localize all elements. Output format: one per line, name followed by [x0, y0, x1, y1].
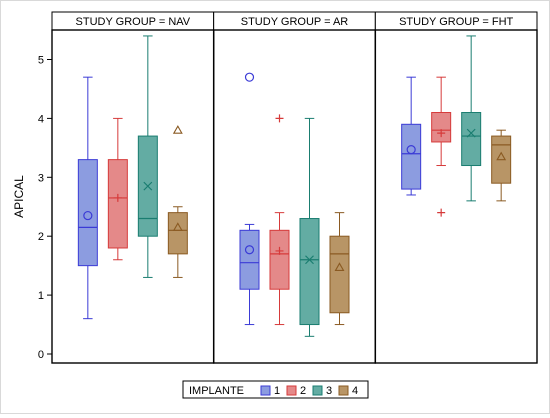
legend-item-label: 1 [274, 385, 280, 397]
mean-marker [172, 222, 183, 231]
legend-swatch [260, 385, 271, 396]
panel-frame [212, 29, 377, 364]
box-iqr [269, 229, 290, 290]
y-tick-label: 1 [38, 290, 44, 302]
box-iqr [329, 235, 350, 314]
mean-marker [83, 210, 93, 221]
legend-title: IMPLANTE [189, 385, 244, 397]
box-iqr [77, 159, 98, 267]
mean-marker [305, 255, 314, 265]
panel-header-label: STUDY GROUP = NAV [76, 16, 191, 28]
mean-marker [466, 128, 476, 138]
box-iqr [431, 112, 452, 143]
panel-header-label: STUDY GROUP = FHT [399, 16, 513, 28]
mean-marker [113, 193, 122, 202]
mean-marker [334, 262, 345, 271]
box-iqr [167, 212, 188, 255]
y-tick-label: 0 [38, 349, 44, 361]
box-iqr [299, 218, 320, 326]
y-tick-label: 2 [38, 231, 44, 243]
mean-marker [496, 151, 507, 161]
mean-marker [244, 72, 255, 82]
mean-marker [437, 208, 446, 217]
mean-marker [275, 246, 284, 255]
y-axis-label: APICAL [12, 175, 26, 218]
panel-frame [374, 29, 538, 364]
y-tick-label: 5 [38, 55, 44, 67]
box-iqr [239, 229, 260, 290]
box-iqr [401, 123, 422, 190]
legend-swatch [338, 385, 349, 396]
panel-header-label: STUDY GROUP = AR [241, 16, 349, 28]
legend-swatch [312, 385, 323, 396]
mean-marker [143, 181, 153, 191]
y-tick-label: 4 [38, 113, 44, 125]
mean-marker [244, 245, 255, 255]
mean-marker [172, 125, 183, 134]
box-iqr [107, 159, 128, 249]
panel-frame [51, 29, 215, 364]
mean-marker [406, 145, 416, 155]
mean-marker [437, 129, 446, 138]
legend-item-label: 2 [300, 385, 306, 397]
mean-marker [275, 114, 284, 123]
box-iqr [461, 112, 482, 167]
y-tick-label: 3 [38, 172, 44, 184]
legend-item-label: 4 [352, 385, 358, 397]
legend-swatch [286, 385, 297, 396]
legend-item-label: 3 [326, 385, 332, 397]
